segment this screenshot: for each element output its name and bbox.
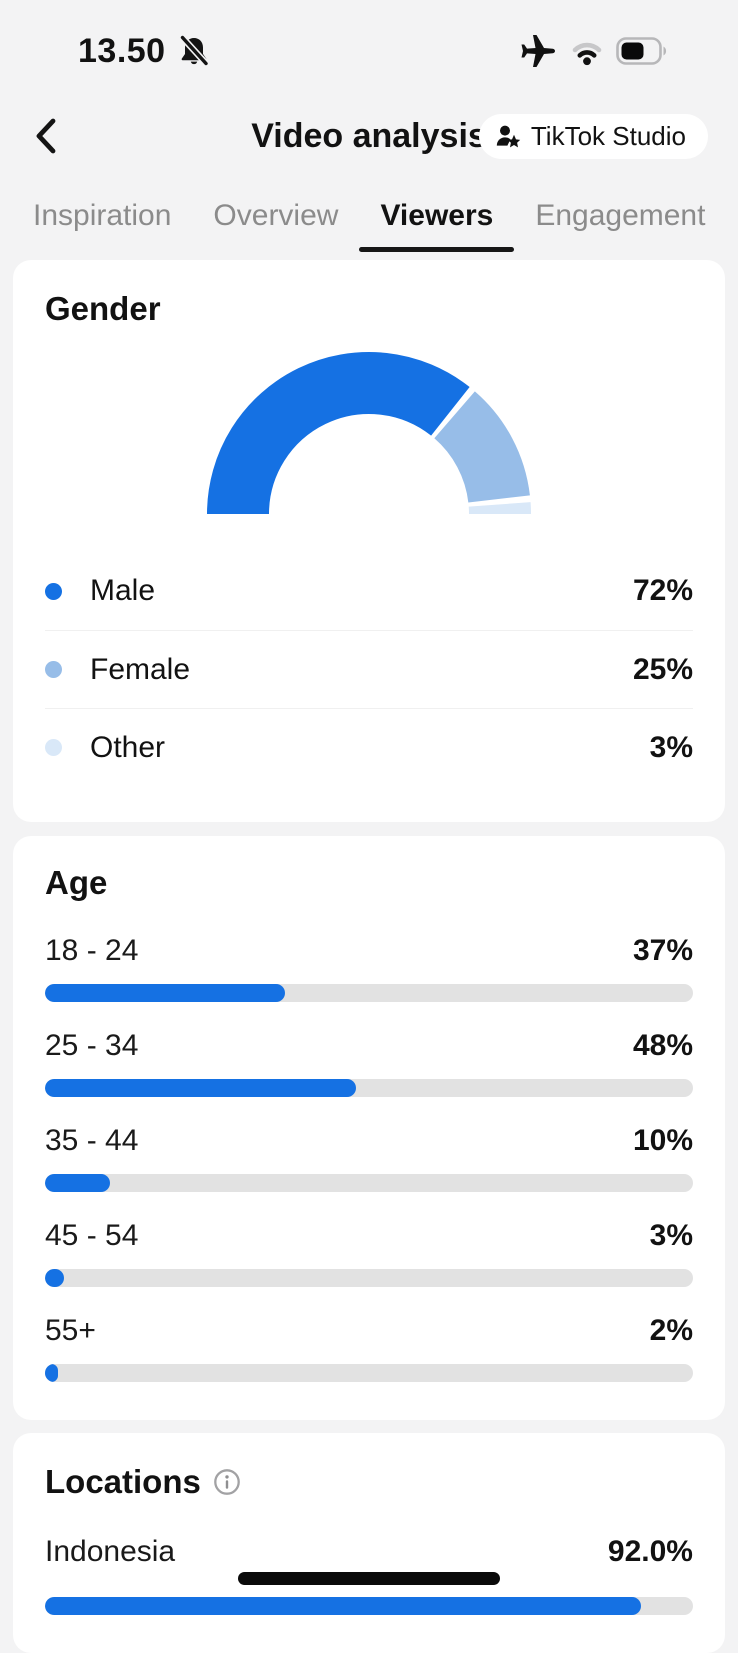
male-label: Male bbox=[90, 574, 156, 607]
home-indicator[interactable] bbox=[238, 1572, 500, 1585]
location-value: 92.0% bbox=[607, 1535, 693, 1568]
age-bar-fill bbox=[45, 984, 285, 1002]
age-value: 10% bbox=[632, 1124, 693, 1157]
age-label: 18 - 24 bbox=[45, 934, 139, 967]
age-bar-fill bbox=[45, 1364, 58, 1382]
back-chevron-icon bbox=[36, 118, 56, 154]
age-row-25-34: 25 - 34 48% bbox=[45, 1029, 693, 1097]
age-bar-fill bbox=[45, 1174, 110, 1192]
male-dot bbox=[45, 582, 62, 600]
tab-bar: Inspiration Overview Viewers Engagement bbox=[0, 180, 738, 252]
gender-card: Gender Male 72% Female 25% Other 3% bbox=[13, 260, 725, 822]
info-icon[interactable] bbox=[213, 1468, 241, 1496]
female-value: 25% bbox=[632, 652, 693, 686]
female-label: Female bbox=[90, 652, 191, 686]
tab-overview[interactable]: Overview bbox=[213, 199, 339, 232]
age-row-55plus: 55+ 2% bbox=[45, 1314, 693, 1382]
age-value: 48% bbox=[632, 1029, 693, 1062]
age-label: 55+ bbox=[45, 1314, 96, 1347]
legend-row-other: Other 3% bbox=[45, 708, 693, 786]
legend-row-female: Female 25% bbox=[45, 630, 693, 708]
age-value: 37% bbox=[632, 934, 693, 967]
gender-donut-chart bbox=[45, 348, 693, 518]
other-label: Other bbox=[90, 730, 166, 764]
age-value: 3% bbox=[649, 1219, 693, 1252]
tab-inspiration[interactable]: Inspiration bbox=[33, 199, 172, 232]
notifications-muted-icon bbox=[176, 33, 212, 69]
age-bar-track bbox=[45, 1174, 693, 1192]
legend-row-male: Male 72% bbox=[45, 552, 693, 630]
age-bar-track bbox=[45, 1269, 693, 1287]
other-dot bbox=[45, 739, 62, 756]
age-label: 25 - 34 bbox=[45, 1029, 139, 1062]
age-label: 35 - 44 bbox=[45, 1124, 139, 1157]
age-card-title: Age bbox=[45, 864, 108, 901]
other-value: 3% bbox=[649, 730, 693, 764]
airplane-mode-icon bbox=[516, 31, 558, 71]
back-button[interactable] bbox=[30, 116, 64, 156]
age-row-18-24: 18 - 24 37% bbox=[45, 934, 693, 1002]
female-dot bbox=[45, 661, 62, 678]
status-time: 13.50 bbox=[78, 31, 166, 70]
age-bar-fill bbox=[45, 1079, 357, 1097]
header: Video analysis TikTok Studio bbox=[0, 92, 738, 180]
tab-engagement[interactable]: Engagement bbox=[535, 199, 706, 232]
gender-legend: Male 72% Female 25% Other 3% bbox=[45, 552, 693, 786]
battery-icon bbox=[616, 35, 668, 67]
location-label: Indonesia bbox=[45, 1535, 176, 1568]
age-bar-chart: 18 - 24 37% 25 - 34 48% 35 - 44 10% bbox=[45, 934, 693, 1382]
person-star-icon bbox=[495, 123, 522, 150]
age-label: 45 - 54 bbox=[45, 1219, 139, 1252]
tiktok-studio-label: TikTok Studio bbox=[530, 120, 686, 151]
locations-card: Locations Indonesia 92.0% bbox=[13, 1433, 725, 1653]
tab-viewers[interactable]: Viewers bbox=[359, 180, 515, 252]
locations-card-title: Locations bbox=[45, 1463, 201, 1500]
male-value: 72% bbox=[632, 574, 693, 607]
tiktok-studio-button[interactable]: TikTok Studio bbox=[478, 113, 708, 159]
age-row-35-44: 35 - 44 10% bbox=[45, 1124, 693, 1192]
age-value: 2% bbox=[649, 1314, 693, 1347]
age-card: Age 18 - 24 37% 25 - 34 48% 35 - 44 10% bbox=[13, 836, 725, 1420]
gender-card-title: Gender bbox=[45, 290, 161, 327]
age-bar-fill bbox=[45, 1269, 65, 1287]
age-bar-track bbox=[45, 1079, 693, 1097]
age-bar-track bbox=[45, 1364, 693, 1382]
age-bar-track bbox=[45, 984, 693, 1002]
age-row-45-54: 45 - 54 3% bbox=[45, 1219, 693, 1287]
wifi-icon bbox=[567, 35, 607, 67]
status-bar: 13.50 bbox=[0, 0, 738, 92]
